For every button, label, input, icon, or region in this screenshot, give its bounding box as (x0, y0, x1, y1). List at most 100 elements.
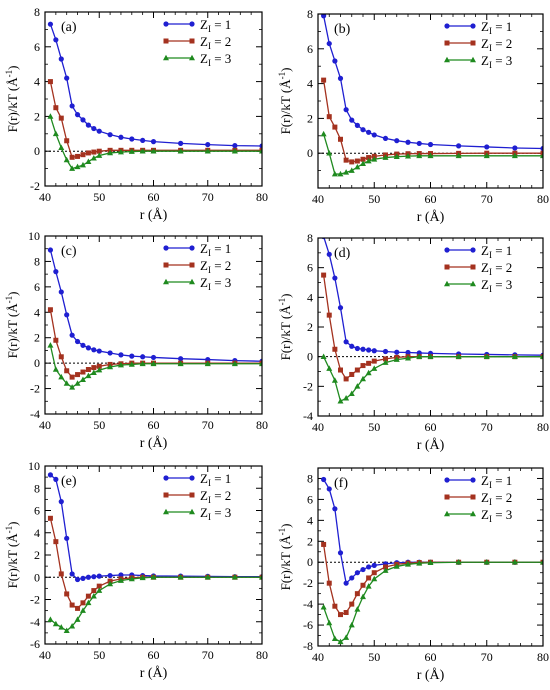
y-tick-label: -2 (30, 179, 40, 193)
data-point (107, 149, 114, 156)
x-tick-label: 50 (93, 648, 105, 662)
series-3 (47, 574, 262, 633)
x-tick-label: 40 (39, 648, 51, 662)
data-point (349, 343, 355, 349)
data-point (343, 169, 350, 175)
data-point (58, 624, 65, 630)
x-axis-label: r (Å) (140, 665, 168, 681)
legend-marker (444, 280, 450, 287)
data-point (365, 583, 372, 589)
data-point (47, 515, 53, 521)
x-axis-label: r (Å) (140, 207, 168, 223)
data-point (74, 163, 81, 170)
data-point (416, 140, 422, 147)
legend-marker (189, 475, 195, 481)
legend-label: ZI = 3 (481, 53, 512, 70)
legend-marker (163, 54, 169, 61)
data-point (483, 353, 490, 359)
data-point (204, 360, 211, 367)
data-point (360, 127, 366, 133)
legend: ZI = 1ZI = 2ZI = 3 (444, 243, 512, 294)
legend-marker (444, 40, 450, 46)
series-1 (47, 247, 262, 364)
data-point (53, 476, 59, 482)
data-point (231, 574, 238, 580)
data-point (360, 346, 366, 352)
data-point (405, 561, 411, 567)
data-point (371, 132, 377, 138)
data-point (85, 372, 92, 379)
data-point (349, 575, 355, 581)
panel-label: (e) (61, 474, 77, 489)
data-point (360, 375, 366, 382)
x-tick-label: 60 (148, 190, 160, 204)
data-point (96, 363, 102, 369)
series-line (322, 544, 543, 616)
series-3 (320, 559, 543, 645)
data-point (79, 376, 86, 382)
data-point (205, 141, 211, 148)
y-tick-label: -4 (30, 407, 40, 421)
data-point (354, 158, 360, 164)
data-point (365, 369, 372, 376)
data-point (231, 148, 238, 154)
data-point (47, 113, 54, 119)
data-point (326, 312, 332, 318)
data-point (511, 152, 518, 159)
y-tick-label: 6 (307, 492, 313, 506)
legend-label: ZI = 2 (200, 34, 231, 51)
series-1 (47, 472, 262, 583)
data-point (107, 132, 113, 138)
legend-marker (470, 477, 476, 483)
plot-frame (317, 467, 544, 647)
legend-marker (444, 247, 450, 253)
legend-marker (163, 475, 169, 481)
legend-marker (470, 56, 476, 63)
data-point (58, 354, 64, 360)
data-point (382, 359, 389, 365)
data-point (394, 349, 400, 355)
legend: ZI = 1ZI = 2ZI = 3 (444, 19, 512, 70)
data-point (63, 156, 70, 163)
data-point (85, 158, 92, 164)
data-point (117, 148, 124, 155)
data-point (85, 367, 91, 372)
y-axis-label: F(r)/kT (Å-1) (277, 524, 293, 591)
legend-marker (189, 54, 195, 61)
data-point (331, 635, 338, 641)
y-tick-label: 8 (307, 471, 313, 485)
data-point (178, 356, 184, 362)
legend-label: ZI = 2 (481, 36, 512, 53)
legend-label: ZI = 3 (200, 51, 231, 68)
data-point (150, 139, 157, 145)
data-point (69, 602, 75, 608)
data-point (343, 580, 349, 586)
data-point (259, 143, 262, 149)
data-point (405, 152, 411, 159)
legend-marker (470, 40, 476, 46)
data-point (204, 148, 211, 154)
legend-marker (163, 262, 169, 268)
data-point (455, 353, 462, 359)
data-point (326, 114, 332, 120)
x-tick-label: 60 (425, 420, 437, 434)
data-point (337, 75, 344, 81)
data-point (416, 353, 423, 359)
data-point (349, 117, 355, 123)
legend-marker (189, 38, 195, 44)
data-point (128, 575, 135, 582)
x-tick-label: 60 (148, 418, 160, 432)
data-point (343, 395, 350, 401)
data-point (484, 144, 490, 150)
data-point (320, 353, 327, 359)
data-point (326, 251, 332, 257)
legend-marker (444, 477, 450, 483)
y-tick-label: 2 (34, 548, 40, 562)
data-point (96, 128, 102, 134)
data-point (74, 576, 81, 583)
legend: ZI = 1ZI = 2ZI = 3 (444, 473, 512, 524)
data-point (382, 567, 389, 573)
data-point (337, 397, 344, 404)
data-point (321, 272, 327, 278)
y-tick-label: 4 (307, 290, 313, 304)
